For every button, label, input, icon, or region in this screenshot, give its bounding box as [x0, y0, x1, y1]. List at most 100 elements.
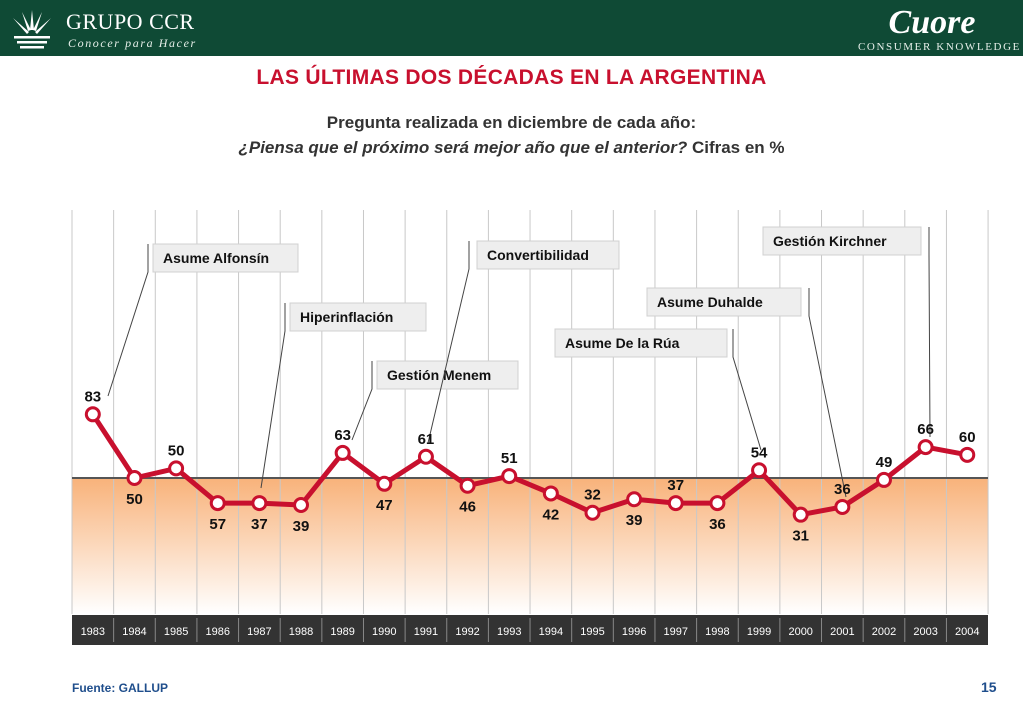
data-label: 57	[209, 516, 226, 533]
data-point	[293, 497, 310, 514]
data-point	[417, 448, 434, 465]
subtitle-question: ¿Piensa que el próximo será mejor año qu…	[238, 138, 688, 157]
callout-box	[289, 302, 427, 332]
callout-label: Asume Duhalde	[657, 294, 763, 310]
callout-pointer	[928, 227, 931, 438]
data-label: 50	[126, 491, 143, 508]
data-point	[84, 406, 101, 423]
data-label: 39	[293, 518, 310, 535]
data-label: 36	[709, 516, 726, 533]
callout-label: Hiperinflación	[300, 309, 393, 325]
subtitle-units: Cifras en %	[687, 138, 785, 157]
data-label: 60	[959, 429, 976, 446]
callout-label: Convertibilidad	[487, 247, 589, 263]
x-tick-label: 2003	[913, 626, 937, 638]
data-point	[459, 477, 476, 494]
data-label: 42	[543, 506, 560, 523]
series-line	[90, 412, 968, 518]
callout-box	[762, 226, 922, 256]
x-tick-label: 1995	[580, 626, 604, 638]
data-point	[792, 506, 809, 523]
data-point	[584, 504, 601, 521]
x-tick-label: 1993	[497, 626, 521, 638]
callout-pointer	[260, 303, 286, 489]
data-point	[834, 498, 851, 515]
x-tick-label: 1992	[455, 626, 479, 638]
page-number: 15	[981, 679, 997, 695]
x-tick-label: 1997	[664, 626, 688, 638]
data-label: 63	[334, 427, 351, 444]
x-tick-label: 1989	[330, 626, 354, 638]
grupo-ccr-logo-icon	[13, 10, 51, 49]
data-label: 66	[917, 421, 934, 438]
x-tick-label: 2000	[788, 626, 812, 638]
x-tick-label: 2001	[830, 626, 854, 638]
data-label: 46	[459, 499, 476, 516]
callout-box	[646, 287, 802, 317]
data-label: 47	[376, 497, 393, 514]
subtitle-line-2: ¿Piensa que el próximo será mejor año qu…	[0, 138, 1023, 158]
callout-label: Gestión Kirchner	[773, 233, 887, 249]
data-label: 31	[792, 528, 809, 545]
source-note: Fuente: GALLUP	[72, 681, 168, 695]
brand-name: GRUPO CCR	[66, 9, 195, 34]
x-tick-label: 1994	[539, 626, 563, 638]
data-label: 61	[418, 431, 435, 448]
data-point	[251, 495, 268, 512]
data-point	[875, 471, 892, 488]
callout-pointer	[351, 361, 373, 441]
callout-pointer	[427, 241, 470, 444]
x-tick-label: 1984	[122, 626, 146, 638]
callout-box	[476, 240, 620, 270]
brand-tagline: Conocer para Hacer	[68, 36, 197, 50]
data-point	[168, 460, 185, 477]
callout-pointer	[107, 244, 149, 397]
data-label: 83	[84, 388, 101, 405]
cuore-logo: Cuore	[889, 4, 976, 40]
data-label: 37	[251, 516, 268, 533]
header-bar: GRUPO CCR Conocer para Hacer Cuore CONSU…	[0, 0, 1023, 56]
x-tick-label: 1987	[247, 626, 271, 638]
x-tick-label: 2002	[872, 626, 896, 638]
data-point	[376, 475, 393, 492]
data-point	[542, 485, 559, 502]
data-label: 50	[168, 442, 185, 459]
data-label: 51	[501, 450, 518, 467]
data-point	[751, 462, 768, 479]
x-tick-label: 1988	[289, 626, 313, 638]
x-tick-label: 1991	[414, 626, 438, 638]
data-point	[501, 468, 518, 485]
x-tick-label: 1983	[81, 626, 105, 638]
data-point	[667, 495, 684, 512]
data-label: 32	[584, 487, 601, 504]
data-label: 39	[626, 512, 643, 529]
data-point	[209, 495, 226, 512]
x-tick-label: 1999	[747, 626, 771, 638]
x-tick-label: 1998	[705, 626, 729, 638]
callout-pointer	[732, 329, 762, 451]
callout-pointer	[808, 288, 847, 498]
data-point	[917, 439, 934, 456]
callout-box	[554, 328, 728, 358]
x-tick-label: 2004	[955, 626, 979, 638]
cuore-tagline: CONSUMER KNOWLEDGE	[858, 41, 1021, 53]
data-label: 49	[876, 454, 893, 471]
callout-box	[376, 360, 519, 390]
x-tick-label: 1990	[372, 626, 396, 638]
page-title: LAS ÚLTIMAS DOS DÉCADAS EN LA ARGENTINA	[256, 66, 767, 89]
x-tick-label: 1986	[205, 626, 229, 638]
data-point	[626, 491, 643, 508]
callout-box	[152, 243, 299, 273]
data-point	[709, 495, 726, 512]
subtitle-line-1: Pregunta realizada en diciembre de cada …	[326, 113, 697, 132]
data-point	[126, 470, 143, 486]
data-label: 54	[751, 444, 768, 461]
data-point	[334, 444, 351, 461]
data-point	[959, 446, 976, 463]
data-label: 36	[834, 481, 851, 498]
data-label: 37	[667, 477, 684, 494]
callout-label: Asume De la Rúa	[565, 335, 680, 351]
callout-label: Asume Alfonsín	[163, 250, 269, 266]
x-tick-label: 1996	[622, 626, 646, 638]
